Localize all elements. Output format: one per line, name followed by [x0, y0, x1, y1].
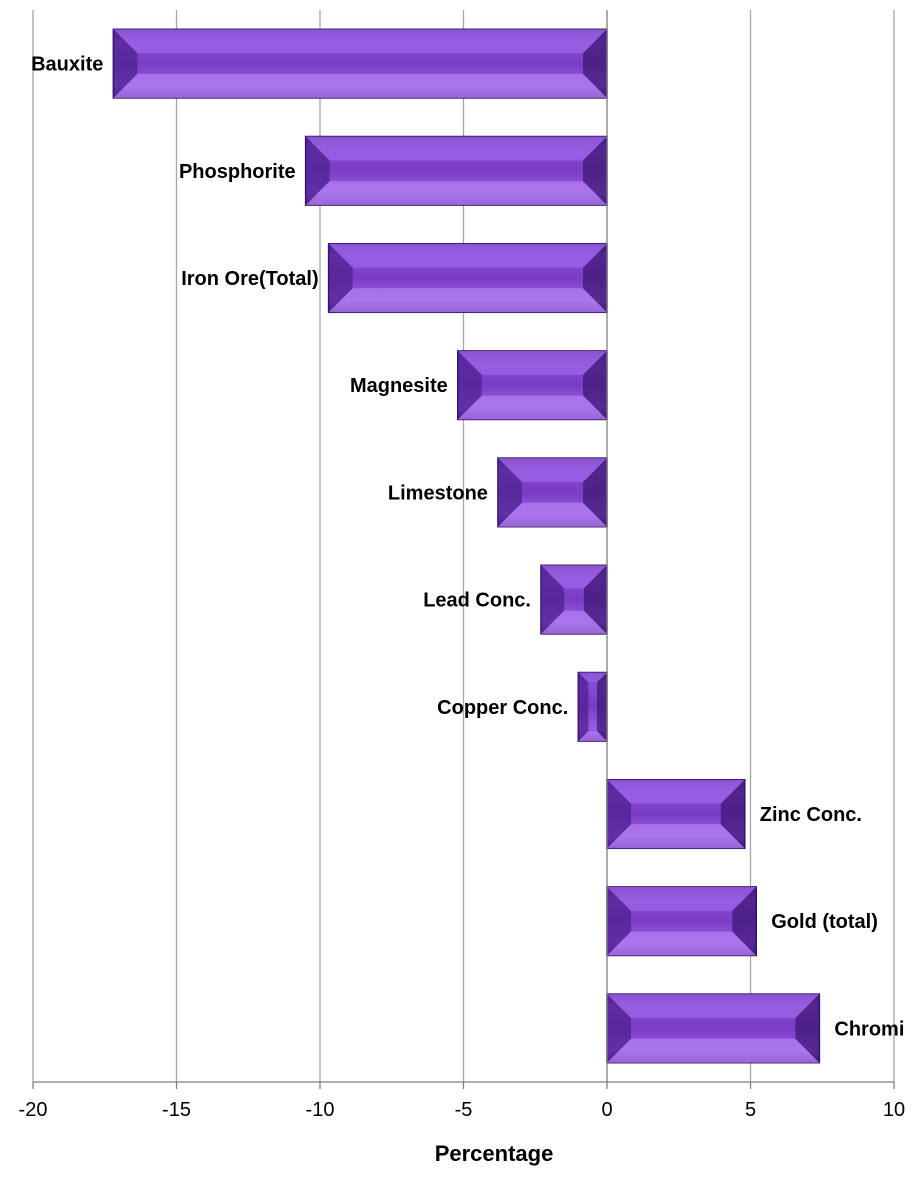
category-label: Gold (total)	[771, 911, 878, 933]
bar-bevel-right	[795, 994, 820, 1063]
x-tick-label: 0	[601, 1099, 612, 1121]
bar-bevel-bottom	[578, 731, 607, 742]
bar-bevel-top	[607, 886, 757, 911]
category-label: Iron Ore(Total)	[181, 268, 318, 290]
category-label: Limestone	[388, 482, 488, 504]
bar-bevel-right	[582, 29, 607, 98]
bar-bevel-right	[582, 243, 607, 313]
bar-bevel-top	[113, 29, 608, 54]
bar-bevel-left	[607, 886, 632, 956]
category-label: Bauxite	[31, 54, 103, 76]
bar-bevel-top	[540, 565, 607, 589]
bar-bevel-right	[582, 136, 607, 206]
bar-bevel-right	[732, 886, 757, 956]
category-label: Chromi	[834, 1018, 904, 1040]
bar-bevel-top	[328, 243, 607, 268]
bar-bevel-top	[607, 779, 745, 804]
category-label: Magnesite	[350, 375, 448, 397]
bars	[112, 28, 821, 1064]
bar-bevel-top	[305, 136, 607, 161]
x-axis-title: Percentage	[435, 1141, 554, 1166]
bar-bevel-bottom	[607, 824, 745, 849]
bar-bevel-bottom	[457, 395, 607, 420]
bar-bevel-left	[607, 779, 632, 849]
bar-bevel-left	[497, 458, 522, 527]
bar-bevel-right	[582, 458, 607, 527]
bar-bevel-bottom	[113, 73, 608, 98]
bar-bevel-left	[607, 994, 632, 1063]
bar-bevel-top	[607, 994, 820, 1019]
bar-bevel-left	[540, 565, 565, 634]
category-label: Copper Conc.	[437, 697, 568, 719]
category-label: Zinc Conc.	[760, 804, 862, 826]
bar-bevel-left	[305, 136, 330, 206]
x-tick-label: 10	[883, 1099, 905, 1121]
bar-bevel-left	[328, 243, 353, 313]
bar-bevel-bottom	[497, 502, 607, 527]
bar-bevel-right	[596, 672, 607, 742]
x-tick-label: -5	[455, 1099, 473, 1121]
bar-bevel-bottom	[305, 181, 607, 206]
x-tick-label: -10	[306, 1099, 335, 1121]
category-label: Lead Conc.	[423, 590, 531, 612]
bar-bevel-left	[457, 350, 482, 420]
bar-bevel-bottom	[607, 1038, 820, 1063]
bar-bevel-right	[720, 779, 745, 849]
bar-bevel-bottom	[540, 610, 607, 634]
bar-bevel-right	[583, 565, 607, 634]
bar-bevel-left	[113, 29, 138, 98]
category-labels: Bauxite Phosphorite Iron Ore(Total) Magnesi…	[31, 54, 904, 1041]
x-tick-label: 5	[745, 1099, 756, 1121]
bar-bevel-left	[578, 672, 589, 742]
bar-bevel-top	[497, 458, 607, 483]
x-tick-label: -15	[162, 1099, 191, 1121]
bar-bevel-right	[582, 350, 607, 420]
bar-bevel-bottom	[328, 288, 607, 313]
x-tick-label: -20	[19, 1099, 48, 1121]
bar-bevel-top	[578, 672, 607, 683]
bar-bevel-bottom	[607, 931, 757, 956]
bar-bevel-top	[457, 350, 607, 375]
x-axis: -20 -15 -10 -5 0 5 10	[19, 10, 905, 1121]
category-label: Phosphorite	[179, 161, 296, 183]
